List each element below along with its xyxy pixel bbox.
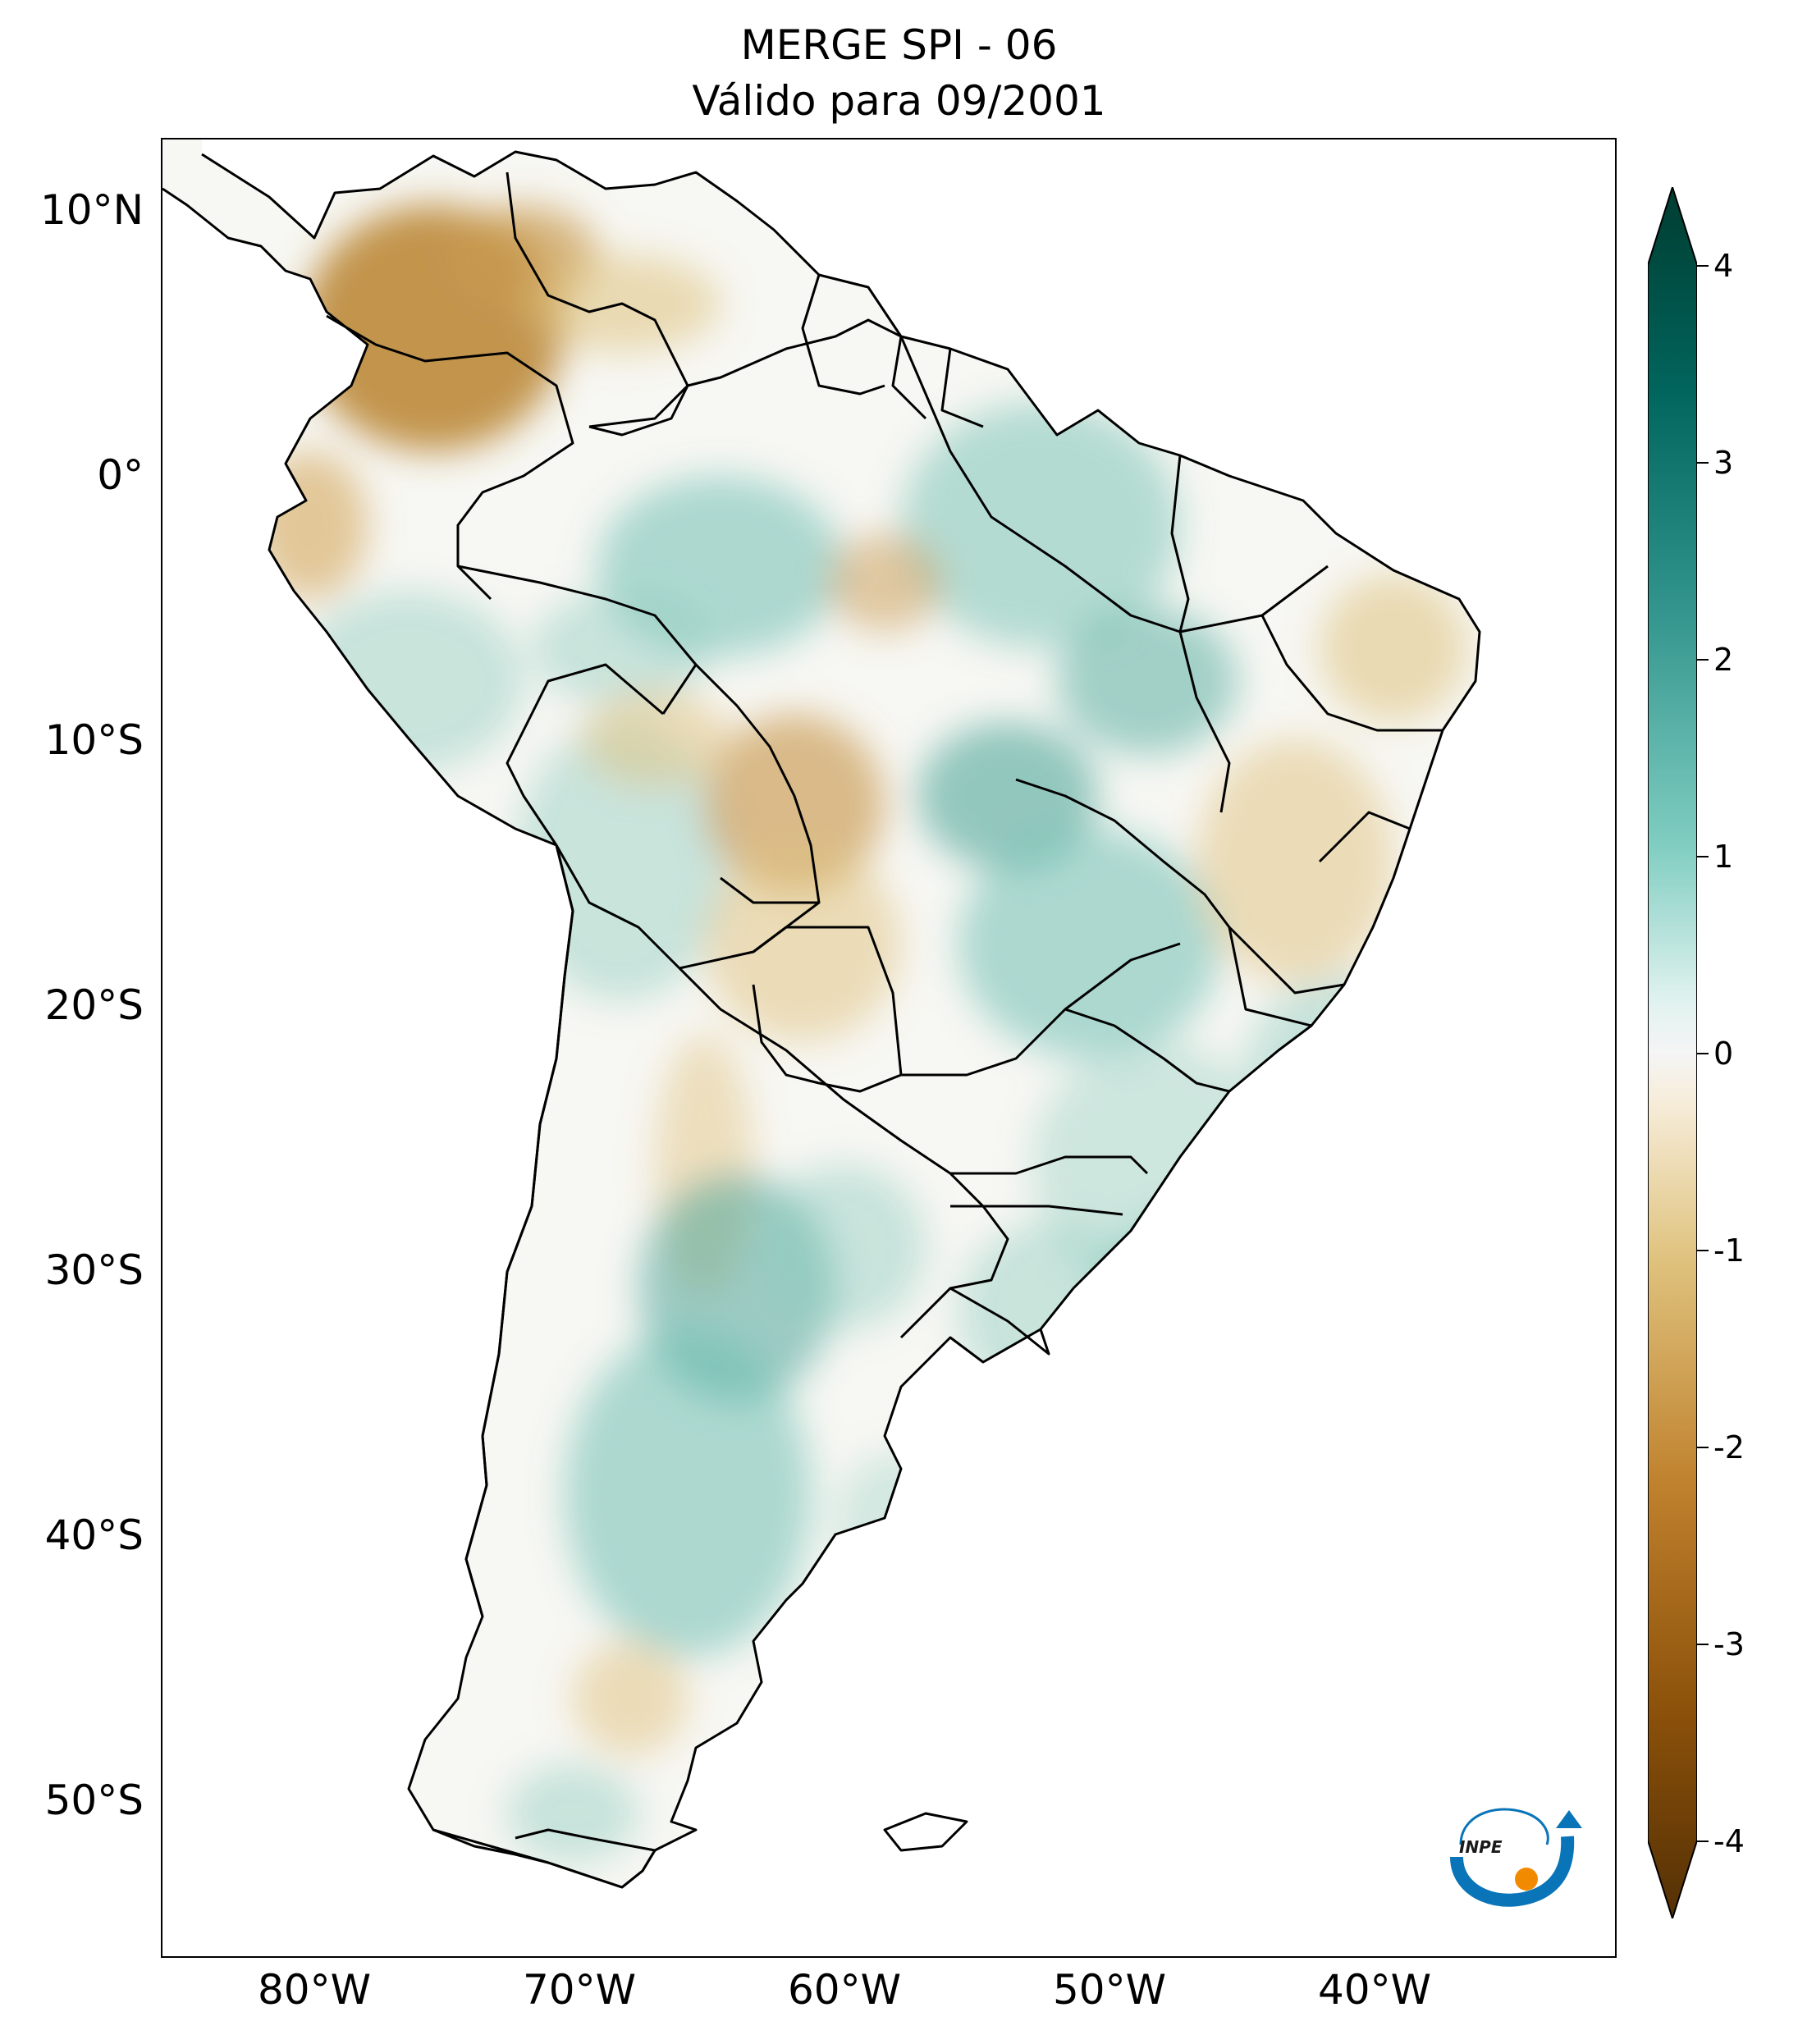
border-colombia-venezuela (506, 171, 689, 437)
colorbar-label-m4: -4 (1713, 1823, 1745, 1859)
lat-label-0: 0° (97, 451, 144, 499)
border-argentina-chile (464, 844, 574, 1617)
lat-label-10s: 10°S (44, 716, 144, 764)
border-tierra-del-fuego (432, 1828, 657, 1889)
border-uruguay (949, 1287, 1050, 1356)
colorbar-label-0: 0 (1713, 1036, 1734, 1072)
colorbar-tick (1697, 1841, 1709, 1842)
border-paraguay (752, 926, 903, 1093)
lat-label-50s: 50°S (44, 1776, 144, 1824)
lon-label-40w: 40°W (1317, 1966, 1432, 2014)
colorbar-tick (1697, 856, 1709, 857)
lat-label-20s: 20°S (44, 981, 144, 1029)
colorbar-label-3: 3 (1713, 445, 1734, 481)
lon-label-70w: 70°W (522, 1966, 637, 2014)
border-falklands (883, 1812, 968, 1852)
coastline (162, 150, 1481, 1889)
colorbar-tick (1697, 265, 1709, 267)
map-title: MERGE SPI - 06 (740, 21, 1058, 69)
border-guianas (801, 274, 984, 428)
border-colombia-ecuador-peru (326, 314, 574, 601)
border-brazil-states-8 (1228, 811, 1411, 1027)
borders (162, 150, 1481, 1889)
map-subtitle: Válido para 09/2001 (692, 77, 1106, 125)
colorbar-tick (1697, 1644, 1709, 1645)
border-brazil-states-2 (1170, 455, 1231, 813)
border-bolivia-brazil (694, 663, 821, 904)
colorbar-label-2: 2 (1713, 642, 1734, 678)
lon-label-80w: 80°W (257, 1966, 372, 2014)
border-brazil-states-4 (1015, 778, 1345, 995)
border-peru-brazil (457, 565, 698, 715)
lon-label-60w: 60°W (787, 1966, 902, 2014)
border-brazil-states-1 (899, 336, 1329, 633)
colorbar-label-m2: -2 (1713, 1429, 1745, 1466)
lat-label-30s: 30°S (44, 1246, 144, 1294)
colorbar-tick (1697, 1250, 1709, 1251)
map-panel (161, 138, 1617, 1958)
lat-label-40s: 40°S (44, 1511, 144, 1559)
border-brazil-states-3 (1260, 615, 1443, 732)
colorbar-label-1: 1 (1713, 839, 1734, 875)
border-brazil-states-5 (901, 942, 1181, 1077)
border-peru-bolivia (506, 663, 664, 846)
lat-label-10n: 10°N (39, 186, 144, 234)
colorbar-label-m1: -1 (1713, 1232, 1745, 1269)
colorbar-tick (1697, 462, 1709, 464)
colorbar (1648, 187, 1697, 1918)
colorbar-label-4: 4 (1713, 248, 1734, 284)
border-brazil-states-7 (950, 1155, 1149, 1216)
inpe-logo: INPE (1450, 1808, 1582, 1907)
inpe-logo-text: INPE (1459, 1837, 1503, 1857)
border-brazil-north (588, 318, 902, 428)
lon-label-50w: 50°W (1052, 1966, 1167, 2014)
colorbar-tick (1697, 1447, 1709, 1448)
south-america-map (162, 139, 1481, 1889)
colorbar-label-m3: -3 (1713, 1626, 1745, 1662)
colorbar-bar (1648, 187, 1697, 1918)
colorbar-tick (1697, 1053, 1709, 1054)
colorbar-tick (1697, 659, 1709, 661)
border-brazil-states-6 (1064, 1008, 1230, 1093)
